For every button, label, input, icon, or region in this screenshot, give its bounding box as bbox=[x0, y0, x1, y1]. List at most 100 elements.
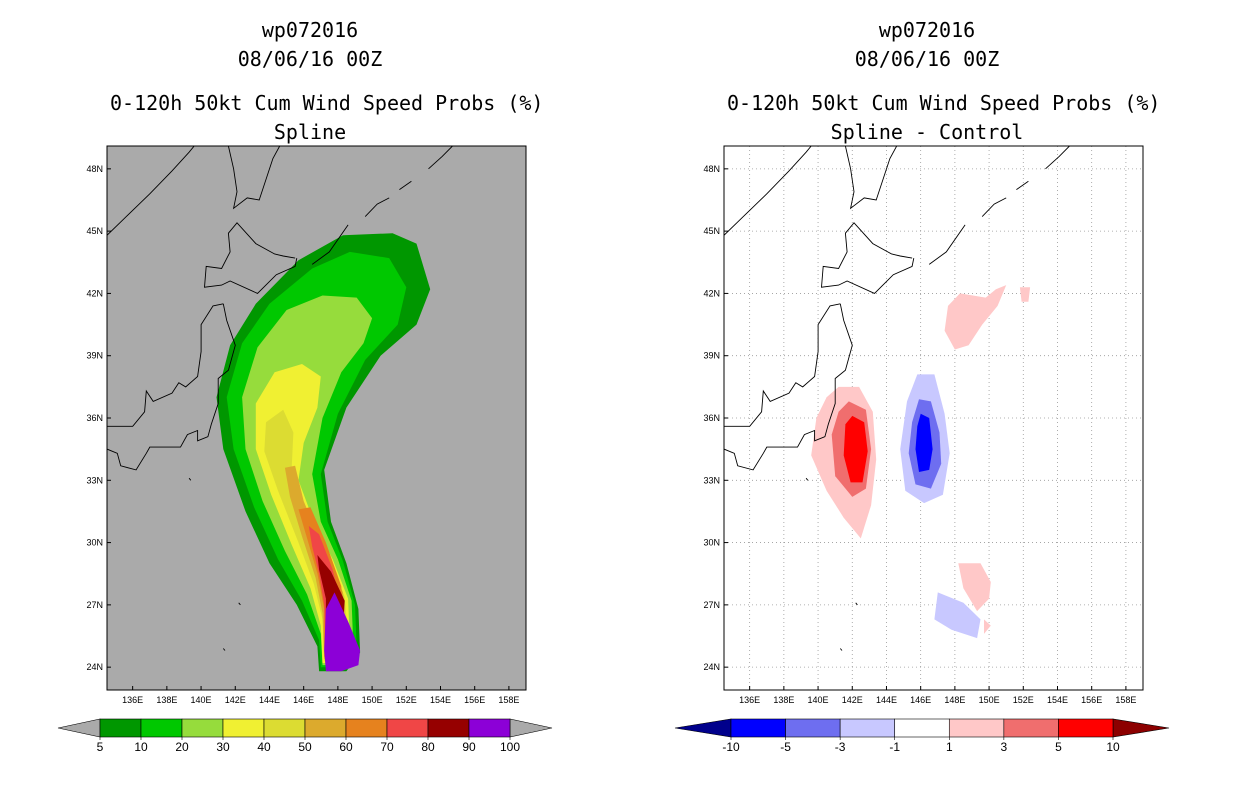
colorbar-swatch bbox=[140, 718, 183, 738]
colorbar-swatch bbox=[730, 718, 786, 738]
x-tick-label: 146E bbox=[293, 695, 314, 705]
colorbar-swatch bbox=[222, 718, 265, 738]
coastline bbox=[107, 146, 195, 236]
contour-level-1 bbox=[944, 285, 1007, 350]
right-title-product: 0-120h 50kt Cum Wind Speed Probs (%) bbox=[727, 91, 1161, 115]
colorbar-swatch bbox=[839, 718, 896, 738]
x-tick-label: 142E bbox=[842, 695, 863, 705]
x-tick-label: 148E bbox=[327, 695, 348, 705]
left-title-product: 0-120h 50kt Cum Wind Speed Probs (%) bbox=[110, 91, 544, 115]
right-map-background bbox=[724, 146, 1143, 690]
contour-level-1 bbox=[984, 619, 991, 634]
coastline bbox=[311, 224, 349, 265]
colorbar-swatch bbox=[181, 718, 224, 738]
coastline bbox=[107, 303, 224, 427]
contour-level-1 bbox=[1019, 287, 1031, 302]
contour-level-5 bbox=[843, 415, 868, 483]
colorbar-swatch bbox=[427, 718, 470, 738]
x-tick-label: 138E bbox=[156, 695, 177, 705]
colorbar-swatch bbox=[304, 718, 347, 738]
coastline bbox=[928, 224, 966, 265]
colorbar-label: 5 bbox=[1055, 740, 1062, 754]
colorbar-high-arrow bbox=[509, 718, 553, 738]
coastline bbox=[855, 602, 858, 606]
x-tick-label: 158E bbox=[1115, 695, 1136, 705]
x-tick-label: 144E bbox=[876, 695, 897, 705]
left-chart: 136E 138E 140E 142E 144E 146E 148E 150E 152E 154E… bbox=[57, 145, 553, 754]
colorbar-label: 60 bbox=[339, 740, 353, 754]
coastline bbox=[839, 648, 843, 651]
colorbar-label: 10 bbox=[1106, 740, 1120, 754]
colorbar-label: 3 bbox=[1001, 740, 1008, 754]
coastline bbox=[238, 602, 241, 606]
coastline bbox=[204, 222, 298, 294]
contour-level-minus1 bbox=[900, 374, 950, 504]
contour-level-90 bbox=[324, 592, 361, 672]
coastline bbox=[844, 146, 898, 210]
colorbar-high-arrow bbox=[1112, 718, 1170, 738]
colorbar-label: 10 bbox=[134, 740, 148, 754]
y-tick-label: 36N bbox=[86, 413, 103, 423]
colorbar-swatch bbox=[99, 718, 142, 738]
colorbar-low-arrow bbox=[57, 718, 101, 738]
coastline bbox=[724, 146, 812, 236]
right-title-method: Spline - Control bbox=[830, 120, 1024, 144]
contour-level-minus3 bbox=[908, 399, 942, 489]
colorbar-label: -3 bbox=[835, 740, 846, 754]
y-tick-label: 27N bbox=[703, 600, 720, 610]
colorbar-label: 80 bbox=[421, 740, 435, 754]
y-tick-label: 24N bbox=[86, 662, 103, 672]
x-tick-label: 154E bbox=[1047, 695, 1068, 705]
colorbar-swatch bbox=[894, 718, 950, 738]
x-tick-label: 150E bbox=[362, 695, 383, 705]
coastline bbox=[227, 146, 281, 210]
coastline bbox=[188, 477, 192, 481]
contour-level-1 bbox=[958, 563, 991, 612]
x-tick-label: 150E bbox=[979, 695, 1000, 705]
y-tick-label: 33N bbox=[703, 475, 720, 485]
x-tick-label: 144E bbox=[259, 695, 280, 705]
coastline bbox=[1045, 146, 1070, 170]
y-tick-label: 45N bbox=[703, 226, 720, 236]
colorbar-label: 40 bbox=[257, 740, 271, 754]
coastline bbox=[428, 146, 453, 170]
coastline bbox=[724, 303, 853, 471]
colorbar-label: 1 bbox=[946, 740, 953, 754]
y-tick-label: 42N bbox=[703, 288, 720, 298]
y-tick-label: 30N bbox=[86, 538, 103, 548]
x-tick-label: 158E bbox=[498, 695, 519, 705]
x-tick-label: 136E bbox=[739, 695, 760, 705]
coastline bbox=[821, 222, 915, 294]
y-tick-label: 39N bbox=[703, 351, 720, 361]
colorbar-label: 5 bbox=[97, 740, 104, 754]
x-tick-label: 140E bbox=[808, 695, 829, 705]
colorbar-low-arrow bbox=[674, 718, 732, 738]
colorbar-label: 50 bbox=[298, 740, 312, 754]
colorbar-label: 30 bbox=[216, 740, 230, 754]
contour-level-3 bbox=[831, 401, 872, 497]
y-tick-label: 36N bbox=[703, 413, 720, 423]
x-tick-label: 152E bbox=[1013, 695, 1034, 705]
colorbar-swatch bbox=[468, 718, 511, 738]
x-tick-label: 156E bbox=[1081, 695, 1102, 705]
x-tick-label: 146E bbox=[910, 695, 931, 705]
colorbar-swatch bbox=[345, 718, 388, 738]
left-title-storm: wp072016 bbox=[261, 18, 359, 42]
x-tick-label: 142E bbox=[225, 695, 246, 705]
colorbar-label: 100 bbox=[500, 740, 520, 754]
contour-level-minus1 bbox=[934, 592, 981, 639]
x-tick-label: 154E bbox=[430, 695, 451, 705]
contour-level-minus5 bbox=[915, 413, 933, 472]
colorbar-label: 90 bbox=[462, 740, 476, 754]
x-tick-label: 140E bbox=[191, 695, 212, 705]
y-tick-label: 30N bbox=[703, 538, 720, 548]
y-tick-label: 33N bbox=[86, 475, 103, 485]
coastline bbox=[981, 197, 1007, 217]
colorbar-swatch bbox=[785, 718, 841, 738]
colorbar-label: -5 bbox=[780, 740, 791, 754]
y-tick-label: 42N bbox=[86, 288, 103, 298]
x-tick-label: 136E bbox=[122, 695, 143, 705]
coastline bbox=[399, 180, 412, 190]
coastline bbox=[805, 477, 809, 481]
right-title-date: 08/06/16 00Z bbox=[854, 47, 1000, 71]
